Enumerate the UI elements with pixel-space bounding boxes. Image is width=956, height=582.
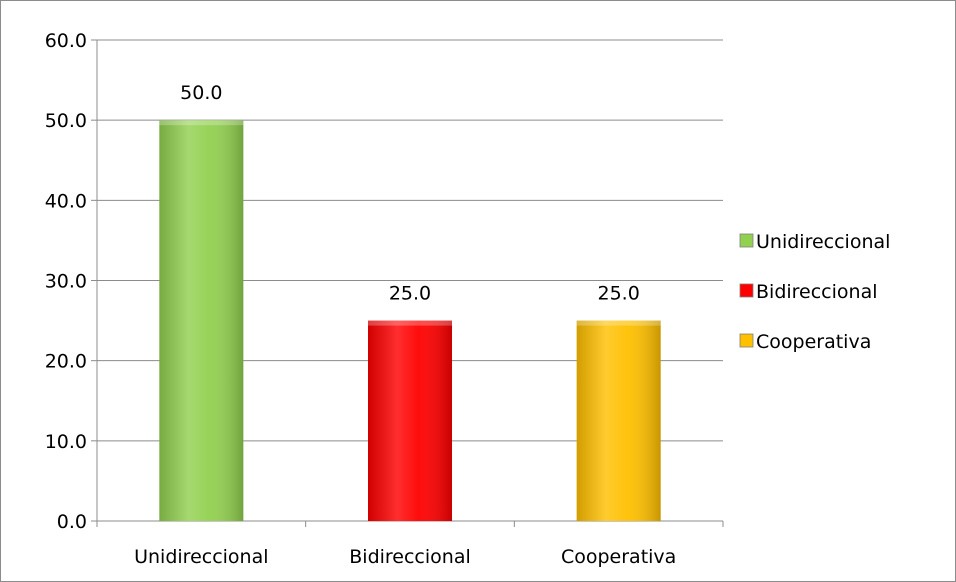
y-axis-tick-labels: 0.0 10.0 20.0 30.0 40.0 50.0 60.0 <box>45 30 87 533</box>
bar-cooperativa <box>576 320 661 521</box>
bar-shading <box>576 320 661 521</box>
legend-label: Bidireccional <box>756 281 878 303</box>
legend-swatch <box>739 333 754 348</box>
y-tick-label: 0.0 <box>57 511 87 533</box>
y-tick-label: 10.0 <box>45 431 87 453</box>
y-tick-label: 40.0 <box>45 190 87 212</box>
x-tick-label: Unidireccional <box>134 546 268 568</box>
bar-shading <box>159 120 244 522</box>
y-tick-label: 50.0 <box>45 110 87 132</box>
bar-bidireccional <box>368 320 452 521</box>
x-tick-label: Cooperativa <box>561 546 676 568</box>
legend-label: Unidireccional <box>756 231 890 253</box>
bars <box>159 120 661 522</box>
x-tick-label: Bidireccional <box>349 546 471 568</box>
legend-label: Cooperativa <box>756 331 871 353</box>
legend-item: Bidireccional <box>739 281 878 303</box>
data-label: 50.0 <box>180 82 222 104</box>
data-label: 25.0 <box>389 283 431 305</box>
y-tick-label: 30.0 <box>45 271 87 293</box>
y-tick-label: 60.0 <box>45 30 87 52</box>
legend-swatch <box>739 233 754 248</box>
bar-bevel <box>576 320 661 326</box>
data-labels: 50.0 25.0 25.0 <box>180 82 640 304</box>
bar-bevel <box>159 120 244 126</box>
legend-item: Cooperativa <box>739 331 871 353</box>
legend-item: Unidireccional <box>739 231 890 253</box>
legend-swatch <box>739 283 754 298</box>
bar-unidireccional <box>159 120 244 522</box>
bar-shading <box>368 320 452 521</box>
legend: Unidireccional Bidireccional Cooperativa <box>739 231 890 353</box>
x-axis-tick-labels: Unidireccional Bidireccional Cooperativa <box>134 546 676 568</box>
y-tick-label: 20.0 <box>45 351 87 373</box>
data-label: 25.0 <box>598 283 640 305</box>
bar-bevel <box>368 320 452 326</box>
